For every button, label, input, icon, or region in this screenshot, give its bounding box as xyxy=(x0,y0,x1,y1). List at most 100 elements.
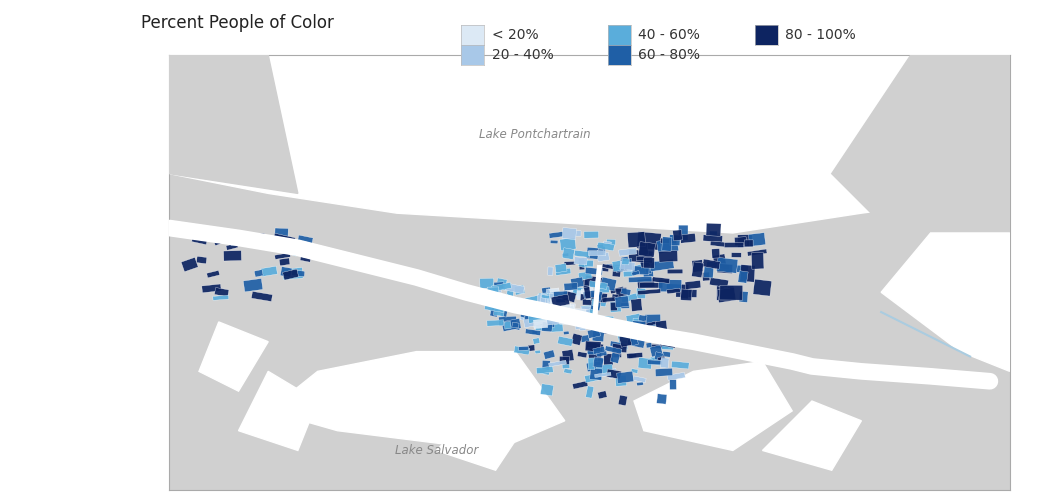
Polygon shape xyxy=(655,368,673,376)
Polygon shape xyxy=(630,336,638,346)
Polygon shape xyxy=(543,350,555,360)
Polygon shape xyxy=(597,252,610,262)
Polygon shape xyxy=(564,303,575,312)
Polygon shape xyxy=(519,346,529,350)
Polygon shape xyxy=(542,322,552,332)
Polygon shape xyxy=(627,325,636,330)
Polygon shape xyxy=(201,284,221,293)
Polygon shape xyxy=(559,304,570,309)
Polygon shape xyxy=(283,269,299,280)
Polygon shape xyxy=(637,289,660,295)
Polygon shape xyxy=(280,266,292,278)
Polygon shape xyxy=(735,236,746,246)
Polygon shape xyxy=(656,238,679,254)
Polygon shape xyxy=(678,225,689,240)
Polygon shape xyxy=(581,304,594,312)
Polygon shape xyxy=(658,250,678,262)
Polygon shape xyxy=(659,339,676,348)
Polygon shape xyxy=(585,268,603,275)
Polygon shape xyxy=(223,250,241,261)
Polygon shape xyxy=(562,228,576,239)
Polygon shape xyxy=(302,241,312,250)
Polygon shape xyxy=(497,298,510,306)
Polygon shape xyxy=(275,228,288,242)
Polygon shape xyxy=(504,322,511,329)
Polygon shape xyxy=(578,271,592,280)
Polygon shape xyxy=(659,280,681,292)
Polygon shape xyxy=(587,348,598,355)
Polygon shape xyxy=(576,290,591,300)
Polygon shape xyxy=(575,322,589,330)
Polygon shape xyxy=(654,352,663,361)
Polygon shape xyxy=(487,287,499,294)
Polygon shape xyxy=(547,289,554,295)
Polygon shape xyxy=(607,328,615,333)
Polygon shape xyxy=(643,270,654,278)
Polygon shape xyxy=(564,286,573,292)
Polygon shape xyxy=(494,306,505,316)
Polygon shape xyxy=(550,308,560,318)
Polygon shape xyxy=(554,296,565,302)
Polygon shape xyxy=(492,282,511,292)
Text: Lake Salvador: Lake Salvador xyxy=(395,444,478,457)
Polygon shape xyxy=(540,294,558,306)
Polygon shape xyxy=(536,321,550,331)
Polygon shape xyxy=(560,356,569,364)
Polygon shape xyxy=(650,345,662,357)
Polygon shape xyxy=(537,368,550,375)
Text: < 20%: < 20% xyxy=(492,28,538,42)
Polygon shape xyxy=(612,344,627,352)
Polygon shape xyxy=(482,292,493,299)
Polygon shape xyxy=(283,239,292,248)
Polygon shape xyxy=(676,290,697,298)
Polygon shape xyxy=(625,326,637,334)
Polygon shape xyxy=(578,258,589,268)
Polygon shape xyxy=(680,234,696,243)
Polygon shape xyxy=(630,264,646,276)
Polygon shape xyxy=(620,288,631,296)
Polygon shape xyxy=(692,260,703,272)
Polygon shape xyxy=(738,234,752,248)
Polygon shape xyxy=(487,320,504,326)
Polygon shape xyxy=(629,353,637,359)
Polygon shape xyxy=(629,250,653,263)
Polygon shape xyxy=(549,301,558,312)
Polygon shape xyxy=(215,288,228,297)
Polygon shape xyxy=(643,258,654,268)
Polygon shape xyxy=(618,248,637,256)
Polygon shape xyxy=(627,352,642,358)
Polygon shape xyxy=(572,381,588,389)
Polygon shape xyxy=(636,382,643,386)
Polygon shape xyxy=(621,256,629,262)
Polygon shape xyxy=(562,248,574,260)
Polygon shape xyxy=(623,266,632,272)
Polygon shape xyxy=(562,350,574,362)
Polygon shape xyxy=(610,302,617,311)
Polygon shape xyxy=(551,294,570,308)
Polygon shape xyxy=(544,292,558,297)
Polygon shape xyxy=(553,291,568,298)
Polygon shape xyxy=(634,362,792,450)
Polygon shape xyxy=(596,350,607,357)
Polygon shape xyxy=(601,295,607,306)
Polygon shape xyxy=(170,55,1009,233)
Polygon shape xyxy=(275,252,290,260)
Polygon shape xyxy=(570,311,580,320)
Polygon shape xyxy=(585,260,593,267)
Polygon shape xyxy=(646,321,657,326)
Polygon shape xyxy=(592,330,605,342)
Polygon shape xyxy=(586,361,602,372)
Polygon shape xyxy=(436,421,516,470)
Polygon shape xyxy=(504,283,525,294)
Polygon shape xyxy=(633,376,647,382)
Polygon shape xyxy=(550,298,563,306)
Polygon shape xyxy=(555,300,565,305)
Polygon shape xyxy=(564,331,569,334)
Polygon shape xyxy=(636,265,652,274)
Polygon shape xyxy=(574,230,581,236)
Polygon shape xyxy=(717,288,736,302)
Polygon shape xyxy=(740,264,756,282)
Polygon shape xyxy=(525,329,541,336)
Polygon shape xyxy=(578,258,585,270)
Polygon shape xyxy=(589,308,597,314)
